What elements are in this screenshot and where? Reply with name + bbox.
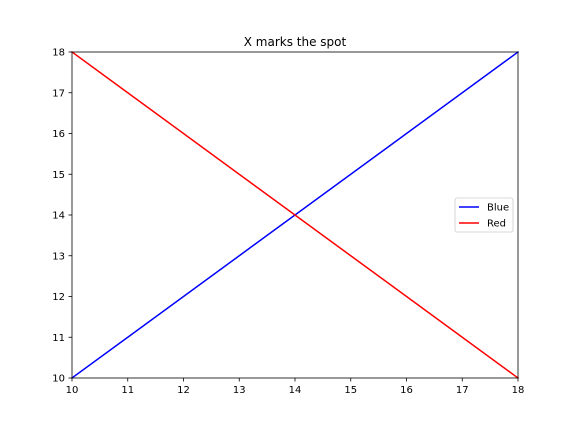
series-line-red bbox=[70, 50, 520, 380]
x-tick-label: 12 bbox=[177, 385, 190, 396]
y-tick-label: 12 bbox=[52, 292, 65, 303]
y-tick-label: 14 bbox=[52, 211, 65, 222]
y-tick-label: 13 bbox=[52, 251, 65, 262]
y-tick-label: 16 bbox=[52, 129, 65, 140]
x-axis: 10 11 12 13 14 15 16 17 18 bbox=[66, 378, 525, 396]
y-tick-label: 17 bbox=[52, 88, 65, 99]
x-tick-label: 17 bbox=[456, 385, 469, 396]
x-tick-label: 16 bbox=[400, 385, 413, 396]
x-tick-label: 10 bbox=[66, 385, 79, 396]
legend-label-blue: Blue bbox=[487, 203, 509, 214]
y-tick-label: 18 bbox=[52, 48, 65, 59]
y-axis: 10 11 12 13 14 15 16 17 18 bbox=[52, 48, 72, 385]
x-tick-label: 11 bbox=[121, 385, 134, 396]
x-tick-label: 14 bbox=[289, 385, 302, 396]
legend: Blue Red bbox=[454, 197, 514, 233]
x-tick-label: 18 bbox=[512, 385, 525, 396]
y-tick-label: 10 bbox=[52, 374, 65, 385]
chart-title: X marks the spot bbox=[244, 35, 347, 49]
y-tick-label: 11 bbox=[52, 333, 65, 344]
y-tick-label: 15 bbox=[52, 170, 65, 181]
x-tick-label: 15 bbox=[344, 385, 357, 396]
legend-label-red: Red bbox=[487, 219, 506, 230]
series-layer bbox=[70, 50, 520, 380]
x-tick-label: 13 bbox=[233, 385, 246, 396]
